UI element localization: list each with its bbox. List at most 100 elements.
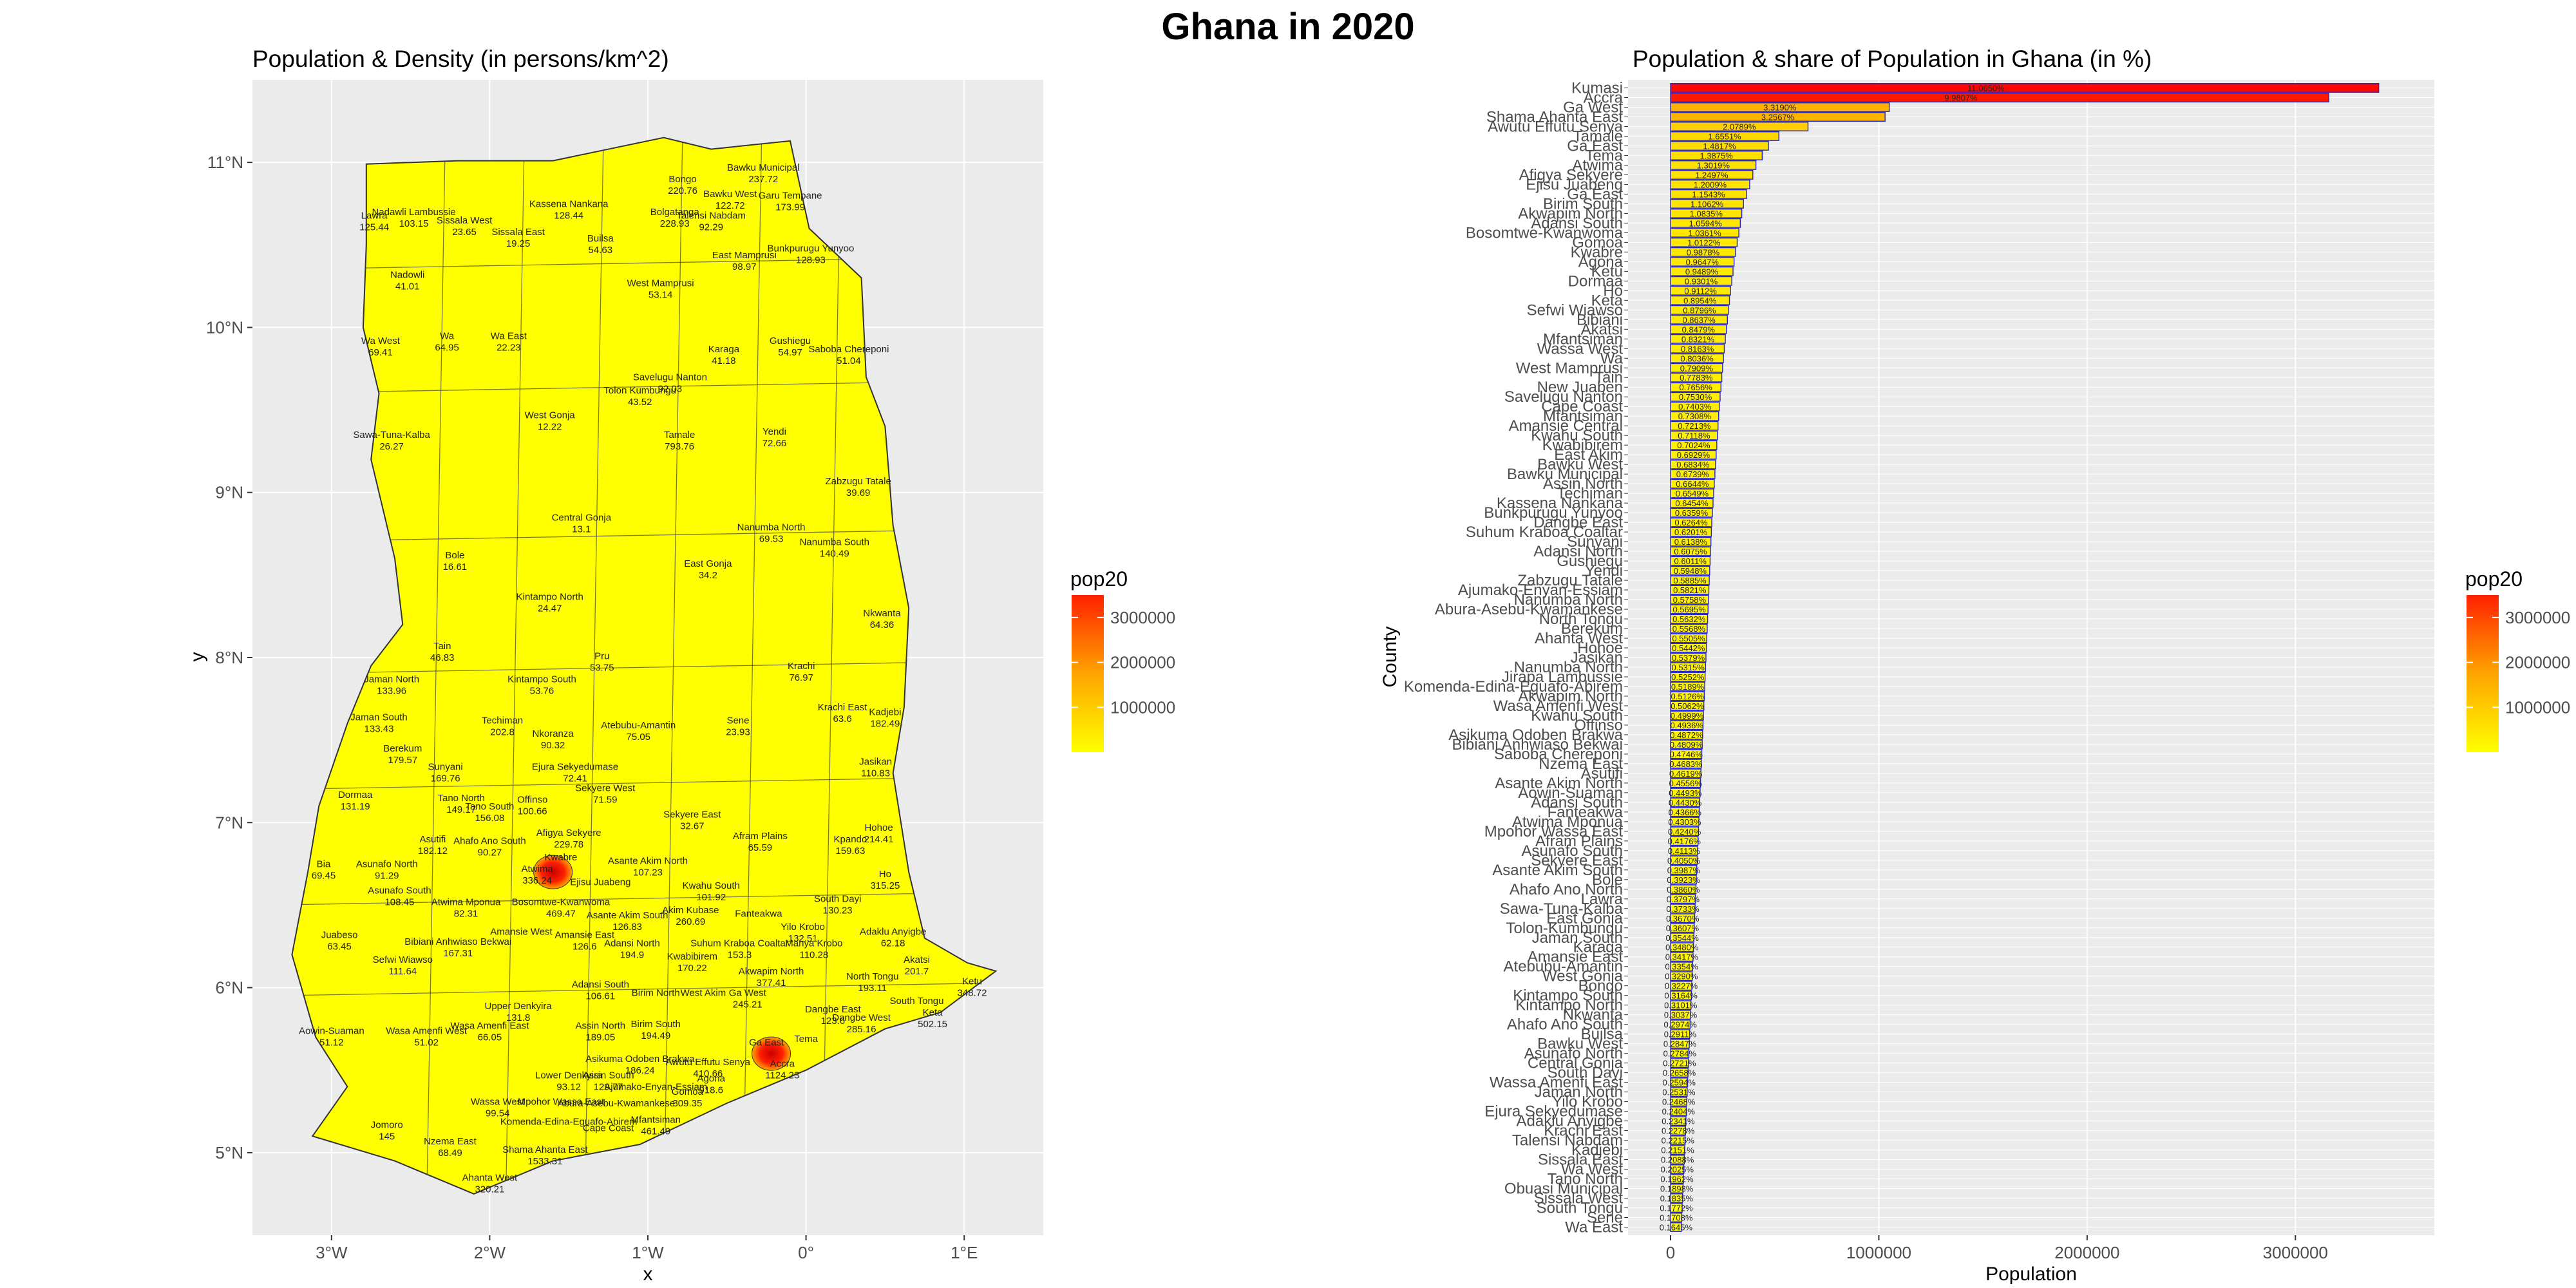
region-density: 132.51 bbox=[788, 933, 818, 944]
bar-county-label: Accra bbox=[1584, 89, 1624, 106]
bar bbox=[1670, 237, 1738, 247]
region-density: 410.66 bbox=[693, 1068, 723, 1079]
bar-county-label: Mfantsiman bbox=[1543, 330, 1623, 348]
region-density: 24.47 bbox=[538, 603, 562, 614]
bar-county-label: East Akim bbox=[1554, 446, 1623, 464]
bar-county-label: Atebubu-Amantin bbox=[1504, 958, 1623, 976]
bar-share-label: 1.3875% bbox=[1700, 151, 1733, 160]
region-name: Ga East bbox=[749, 1037, 784, 1048]
bar-share-label: 0.8321% bbox=[1681, 334, 1715, 344]
bar-share-label: 0.1962% bbox=[1660, 1175, 1694, 1184]
bar-share-label: 9.9807% bbox=[1944, 93, 1978, 102]
region-density: 92.29 bbox=[699, 222, 723, 232]
bar bbox=[1670, 334, 1726, 344]
bar bbox=[1670, 324, 1727, 334]
bar-x-tick-label: 0 bbox=[1666, 1243, 1675, 1262]
district-boundary bbox=[292, 660, 996, 675]
region-name: Sekyere East bbox=[663, 810, 721, 820]
bar-share-label: 0.2404% bbox=[1662, 1107, 1696, 1117]
dense-area-accra bbox=[752, 1036, 791, 1071]
region-density: 145 bbox=[379, 1131, 395, 1142]
region-name: Kwabre bbox=[544, 852, 577, 863]
bar-share-label: 0.3037% bbox=[1664, 1010, 1698, 1020]
bar bbox=[1670, 353, 1724, 363]
region-density: 41.01 bbox=[395, 281, 420, 292]
region-name: Shama Ahanta East bbox=[502, 1144, 588, 1155]
region-name: West Gonja bbox=[525, 410, 576, 421]
bar-share-label: 0.5948% bbox=[1674, 566, 1707, 576]
region-name: Nadawli Lambussie bbox=[372, 207, 455, 218]
bar-share-label: 0.6359% bbox=[1675, 508, 1709, 518]
region-name: Atwima bbox=[521, 864, 553, 875]
region-name: Bole bbox=[445, 550, 464, 561]
bar bbox=[1670, 990, 1692, 1001]
bar bbox=[1670, 401, 1720, 412]
region-density: 110.83 bbox=[861, 768, 890, 779]
bar-county-label: Bunkpurugu Yunyoo bbox=[1484, 504, 1623, 522]
bar-county-label: Akatsi bbox=[1581, 321, 1623, 338]
bar-share-label: 1.0594% bbox=[1689, 218, 1723, 228]
region-density: 336.24 bbox=[522, 875, 552, 886]
region-density: 186.24 bbox=[625, 1065, 655, 1076]
region-density: 320.21 bbox=[475, 1184, 504, 1195]
bar bbox=[1670, 160, 1757, 170]
bar-county-label: Sene bbox=[1587, 1209, 1623, 1227]
bar-share-label: 0.5062% bbox=[1671, 701, 1704, 711]
region-density: 12.22 bbox=[538, 421, 562, 432]
bar-share-label: 0.7530% bbox=[1679, 392, 1712, 402]
bar-share-label: 0.5695% bbox=[1672, 605, 1706, 614]
bar bbox=[1670, 285, 1731, 296]
bar-share-label: 0.4050% bbox=[1667, 856, 1701, 866]
region-density: 159.63 bbox=[835, 846, 865, 857]
region-name: Asikuma Odoben Brakwa bbox=[585, 1054, 695, 1065]
bar bbox=[1670, 83, 2380, 93]
region-name: Asunafo North bbox=[356, 858, 418, 869]
region-density: 75.05 bbox=[626, 732, 650, 743]
bar-share-label: 0.1835% bbox=[1660, 1194, 1694, 1204]
region-name: Kpando bbox=[834, 834, 867, 845]
region-density: 72.41 bbox=[563, 773, 587, 784]
region-name: Yilo Krobo bbox=[781, 922, 825, 933]
bar-share-label: 0.7308% bbox=[1678, 412, 1712, 421]
region-density: 64.95 bbox=[435, 342, 459, 353]
bar-county-label: Jasikan bbox=[1571, 649, 1623, 667]
bar-county-label: Adansi South bbox=[1531, 214, 1623, 232]
bar bbox=[1670, 904, 1696, 914]
bar-county-label: Jaman South bbox=[1532, 929, 1623, 947]
bar bbox=[1670, 469, 1716, 479]
bar-share-label: 0.1708% bbox=[1660, 1213, 1693, 1223]
bar-share-label: 0.3227% bbox=[1665, 981, 1698, 991]
region-density: 51.04 bbox=[837, 355, 861, 366]
bar bbox=[1670, 797, 1700, 808]
region-density: 1533.31 bbox=[527, 1156, 562, 1167]
bar-county-label: Wassa Amenfi East bbox=[1490, 1074, 1624, 1092]
bar-county-label: Nanumba North bbox=[1514, 659, 1623, 676]
region-name: Wa bbox=[440, 330, 455, 341]
bar-county-label: Nanumba North bbox=[1514, 591, 1623, 609]
region-name: Lawra bbox=[361, 210, 388, 221]
bar bbox=[1670, 372, 1723, 383]
region-density: 99.54 bbox=[486, 1108, 510, 1119]
region-name: Bongo bbox=[668, 174, 696, 185]
bar-share-label: 0.3164% bbox=[1665, 991, 1698, 1001]
bar-county-label: Keta bbox=[1591, 292, 1624, 309]
bar-share-label: 0.3354% bbox=[1665, 962, 1698, 972]
legend-tick-label: 3000000 bbox=[1110, 608, 1175, 627]
bar-county-label: Sissala West bbox=[1534, 1190, 1624, 1208]
region-name: Jomoro bbox=[371, 1119, 403, 1130]
bar-share-label: 0.4113% bbox=[1668, 846, 1701, 856]
bar-county-label: Central Gonja bbox=[1528, 1055, 1624, 1072]
region-density: 63.45 bbox=[327, 942, 352, 952]
region-density: 76.97 bbox=[789, 672, 813, 683]
bar-share-label: 1.4817% bbox=[1703, 141, 1736, 151]
bar bbox=[1670, 933, 1694, 943]
bar-county-label: Tamale bbox=[1573, 128, 1623, 145]
bar-county-label: Kwabre bbox=[1571, 243, 1623, 261]
bar-county-label: Assin North bbox=[1543, 475, 1623, 493]
bar bbox=[1670, 1116, 1687, 1126]
region-density: 130.23 bbox=[823, 905, 853, 916]
bar bbox=[1670, 122, 1809, 131]
district-boundary bbox=[292, 891, 996, 906]
region-density: 65.59 bbox=[748, 842, 773, 853]
bar-share-label: 0.3480% bbox=[1665, 943, 1699, 952]
